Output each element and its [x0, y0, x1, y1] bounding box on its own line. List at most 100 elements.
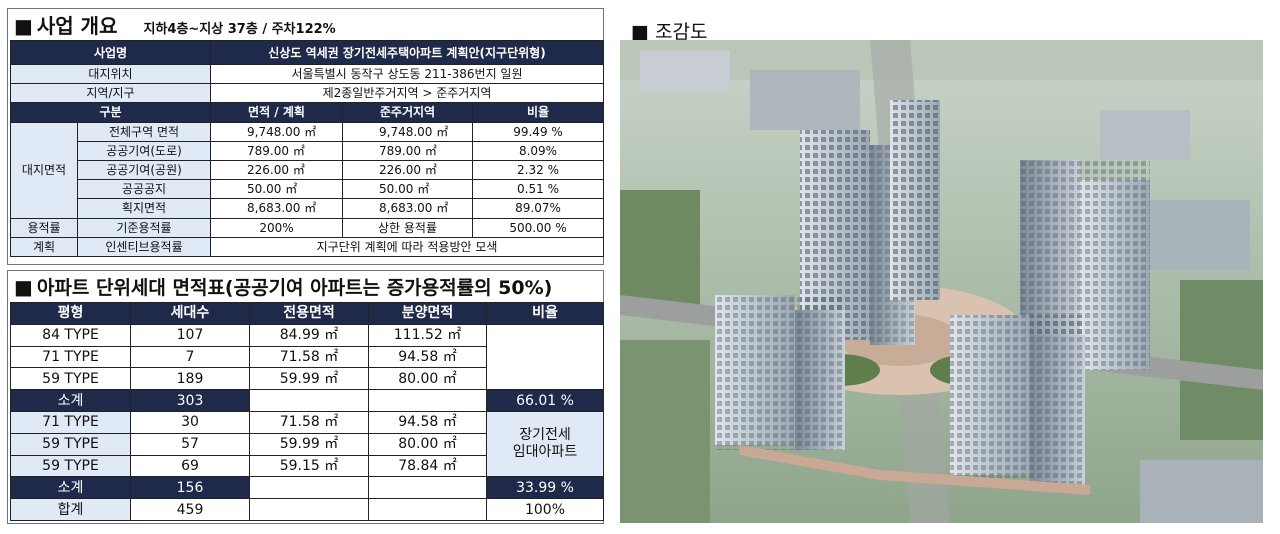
- table-row: 공공공지 50.00 ㎡ 50.00 ㎡ 0.51 %: [11, 179, 605, 200]
- sale-area-cell: 94.58 ㎡: [368, 345, 487, 369]
- subtotal-count: 303: [130, 389, 250, 412]
- area-value: 226.00 ㎡: [210, 159, 343, 181]
- count-cell: 69: [130, 454, 250, 478]
- column-header: 분양면적: [368, 302, 487, 325]
- type-cell: 84 TYPE: [10, 323, 131, 347]
- row-label: 공공공지: [77, 179, 211, 200]
- exclusive-area-cell: 71.58 ㎡: [249, 410, 369, 434]
- row-label: 획지면적: [77, 198, 211, 219]
- aerial-rendering-image: [620, 40, 1263, 523]
- sale-area-cell: 78.84 ㎡: [368, 454, 487, 478]
- row-label: 공공기여(도로): [77, 140, 211, 161]
- rental-note-cell: 장기전세 임대아파트: [486, 410, 604, 478]
- aerial-rendering-illustration: [620, 40, 1263, 523]
- table-row: 대지위치 서울특별시 동작구 상도동 211-386번지 일원: [10, 63, 605, 85]
- project-name-value: 신상도 역세권 장기전세주택아파트 계획안(지구단위형): [209, 40, 605, 65]
- zone-area-value: 50.00 ㎡: [342, 179, 473, 200]
- column-header: 비율: [486, 302, 604, 325]
- empty-cell: [368, 498, 487, 521]
- empty-cell: [249, 498, 369, 521]
- overview-title: 사업 개요: [36, 14, 118, 38]
- unit-area-table: 평형 세대수 전용면적 분양면적 비율 84 TYPE 107 84.99 ㎡ …: [10, 302, 604, 521]
- exclusive-area-cell: 71.58 ㎡: [249, 345, 369, 369]
- far-max-label: 상한 용적률: [342, 217, 473, 238]
- table-row: 84 TYPE 107 84.99 ㎡ 111.52 ㎡: [10, 323, 604, 391]
- ratio-value: 2.32 %: [471, 159, 605, 181]
- square-bullet-icon: ■: [14, 275, 33, 299]
- exclusive-area-cell: 59.99 ㎡: [249, 432, 369, 456]
- area-value: 50.00 ㎡: [210, 179, 343, 200]
- column-header: 평형: [10, 302, 131, 325]
- project-name-label: 사업명: [10, 40, 211, 65]
- column-header: 구분: [10, 102, 211, 123]
- total-count: 459: [130, 498, 250, 521]
- ratio-value: 99.49 %: [471, 121, 605, 142]
- subtotal-ratio: 33.99 %: [486, 476, 604, 500]
- zone-label: 지역/지구: [10, 83, 211, 104]
- area-value: 8,683.00 ㎡: [210, 198, 343, 219]
- table-row: 사업명 신상도 역세권 장기전세주택아파트 계획안(지구단위형): [10, 40, 605, 65]
- zone-area-value: 9,748.00 ㎡: [342, 121, 473, 142]
- subtotal-ratio: 66.01 %: [486, 389, 604, 412]
- total-label: 합계: [10, 498, 131, 521]
- far-base-value: 200%: [210, 217, 343, 238]
- type-cell: 59 TYPE: [10, 454, 131, 478]
- ratio-value: 0.51 %: [471, 179, 605, 200]
- subtotal-row: 소계 303 66.01 %: [10, 389, 604, 412]
- overview-table: 사업명 신상도 역세권 장기전세주택아파트 계획안(지구단위형) 대지위치 서울…: [10, 40, 605, 257]
- type-cell: 59 TYPE: [10, 432, 131, 456]
- square-bullet-icon: ■: [14, 14, 33, 38]
- count-cell: 30: [130, 410, 250, 434]
- overview-heading: ■ 사업 개요 지하4층~지상 37층 / 주차122%: [14, 10, 336, 39]
- site-label: 대지위치: [10, 63, 211, 85]
- sale-area-cell: 80.00 ㎡: [368, 432, 487, 456]
- table-row: 공공기여(공원) 226.00 ㎡ 226.00 ㎡ 2.32 %: [11, 159, 605, 181]
- count-cell: 7: [130, 345, 250, 369]
- type-cell: 71 TYPE: [10, 345, 131, 369]
- subtotal-label: 소계: [10, 476, 131, 500]
- subtotal-row: 소계 156 33.99 %: [10, 476, 604, 500]
- square-bullet-icon: ■: [631, 21, 649, 43]
- total-ratio: 100%: [486, 498, 604, 521]
- row-label: 기준용적률: [77, 217, 211, 238]
- unit-area-panel: ■ 아파트 단위세대 면적표(공공기여 아파트는 증가용적률의 50%) 평형 세…: [7, 270, 604, 524]
- table-header-row: 구분 면적 / 계획 준주거지역 비율: [10, 102, 605, 123]
- table-row: 획지면적 8,683.00 ㎡ 8,683.00 ㎡ 89.07%: [11, 198, 605, 219]
- table-row: 계획 인센티브용적률 지구단위 계획에 따라 적용방안 모색: [10, 236, 605, 257]
- total-row: 합계 459 100%: [10, 498, 604, 521]
- column-header: 전용면적: [249, 302, 369, 325]
- count-cell: 57: [130, 432, 250, 456]
- sale-area-cell: 111.52 ㎡: [368, 323, 487, 347]
- unit-area-heading: ■ 아파트 단위세대 면적표(공공기여 아파트는 증가용적률의 50%): [14, 273, 552, 300]
- table-row: 59 TYPE 69 59.15 ㎡ 78.84 ㎡: [10, 454, 604, 478]
- table-row: 59 TYPE 189 59.99 ㎡ 80.00 ㎡: [10, 367, 604, 391]
- zone-area-value: 226.00 ㎡: [342, 159, 473, 181]
- table-row: 71 TYPE 7 71.58 ㎡ 94.58 ㎡: [10, 345, 604, 369]
- area-value: 789.00 ㎡: [210, 140, 343, 161]
- far-group-label: 용적률: [10, 217, 78, 238]
- type-cell: 71 TYPE: [10, 410, 131, 434]
- unit-area-title: 아파트 단위세대 면적표(공공기여 아파트는 증가용적률의 50%): [36, 277, 553, 299]
- column-header: 비율: [471, 102, 605, 123]
- column-header: 세대수: [130, 302, 250, 325]
- project-overview-panel: ■ 사업 개요 지하4층~지상 37층 / 주차122% 사업명 신상도 역세권 장…: [7, 8, 605, 265]
- count-cell: 107: [130, 323, 250, 347]
- empty-cell: [368, 476, 487, 500]
- ratio-value: 89.07%: [471, 198, 605, 219]
- empty-cell: [249, 476, 369, 500]
- row-label: 전체구역 면적: [77, 121, 211, 142]
- type-cell: 59 TYPE: [10, 367, 131, 391]
- empty-cell: [249, 389, 369, 412]
- zone-area-value: 789.00 ㎡: [342, 140, 473, 161]
- site-area-group-label: 대지면적: [10, 121, 78, 219]
- row-label: 인센티브용적률: [77, 236, 211, 257]
- column-header: 준주거지역: [342, 102, 473, 123]
- sale-area-cell: 94.58 ㎡: [368, 410, 487, 434]
- zone-area-value: 8,683.00 ㎡: [342, 198, 473, 219]
- row-label: 공공기여(공원): [77, 159, 211, 181]
- incentive-value: 지구단위 계획에 따라 적용방안 모색: [209, 236, 605, 257]
- far-group-label-2: 계획: [10, 236, 78, 257]
- site-value: 서울특별시 동작구 상도동 211-386번지 일원: [209, 63, 605, 85]
- table-row: 71 TYPE 30 71.58 ㎡ 94.58 ㎡ 장기전세 임대아파트: [10, 410, 604, 478]
- ratio-cell-empty: [486, 323, 604, 391]
